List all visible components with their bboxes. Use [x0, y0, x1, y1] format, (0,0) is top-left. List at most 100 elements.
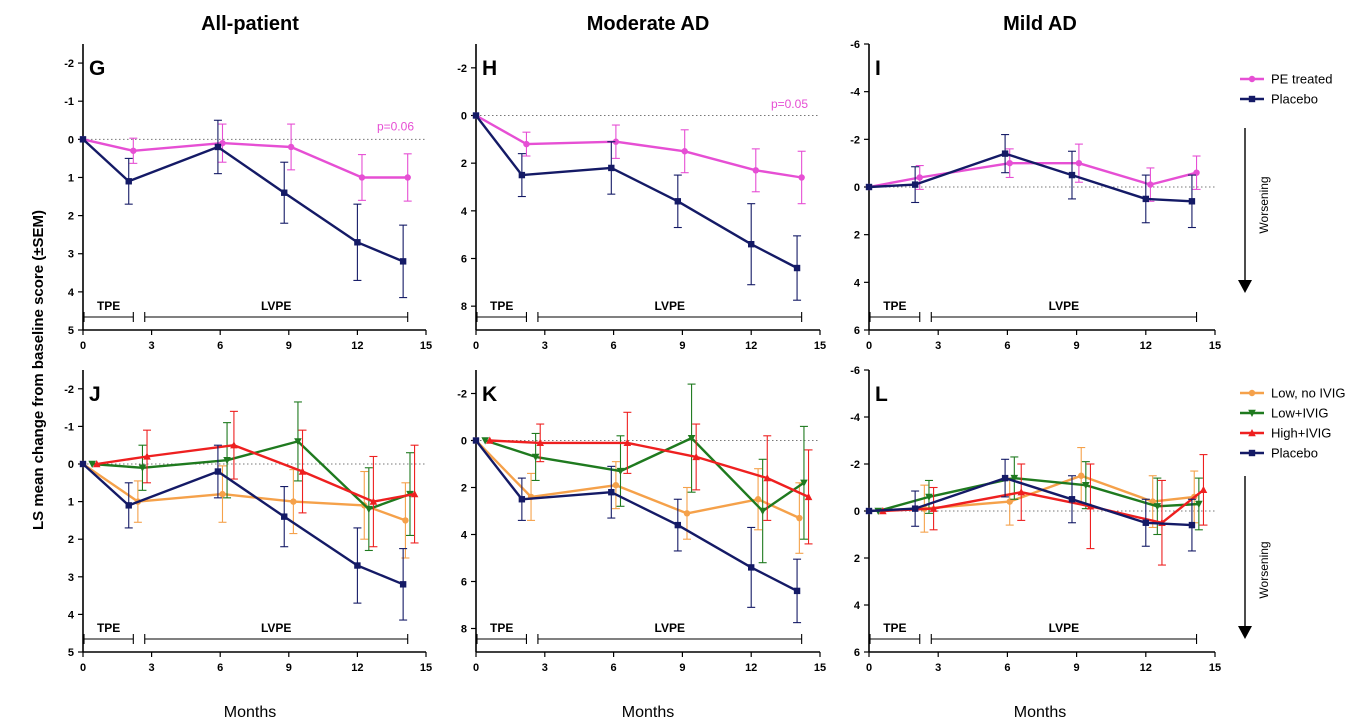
series-line [82, 463, 404, 586]
data-point [796, 514, 803, 522]
y-tick-label: -2 [64, 58, 74, 70]
y-tick-label: -2 [64, 384, 74, 396]
y-tick-label: 1 [68, 172, 74, 184]
data-point [681, 148, 688, 155]
panel-k: 8 6 4 2 0 -2 0 3 6 9 12 15 K TPE LVPE [457, 370, 826, 674]
legend-item: PE treated [1240, 72, 1332, 87]
data-point [138, 464, 147, 472]
data-point [748, 564, 755, 571]
data-point [754, 496, 762, 503]
data-point [674, 521, 682, 529]
x-tick-label: 0 [866, 340, 872, 352]
x-tick-label: 6 [217, 662, 223, 674]
legend-item: Low+IVIG [1240, 406, 1328, 421]
tpe-label: TPE [490, 621, 513, 635]
x-tick-label: 12 [351, 340, 363, 352]
x-axis-label-col2: Months [622, 704, 674, 721]
data-point [294, 438, 302, 446]
data-point [298, 467, 307, 475]
legend-item: Low, no IVIG [1240, 386, 1345, 401]
series-line [882, 488, 1205, 524]
y-tick-label: 4 [854, 277, 861, 289]
series-placebo [472, 112, 802, 301]
x-tick-label: 15 [420, 340, 432, 352]
y-tick-label: 4 [854, 600, 861, 612]
x-tick-label: 9 [679, 340, 685, 352]
x-tick-label: 6 [611, 340, 617, 352]
data-point [929, 504, 938, 512]
y-tick-label: 4 [461, 530, 468, 542]
x-tick-label: 0 [473, 662, 479, 674]
y-tick-label: -1 [64, 421, 74, 433]
legend-label: PE treated [1271, 72, 1332, 87]
data-point [798, 174, 805, 181]
data-point [518, 171, 526, 179]
legend-item: Placebo [1240, 446, 1318, 461]
data-point [1006, 498, 1013, 505]
series-line [92, 440, 411, 511]
data-point [1195, 500, 1203, 508]
data-point [1188, 521, 1196, 529]
data-point [1068, 496, 1076, 503]
y-tick-label: 2 [854, 553, 860, 565]
x-tick-label: 3 [935, 340, 941, 352]
column-title-all-patient: All-patient [201, 13, 299, 35]
lvpe-label: LVPE [261, 299, 291, 313]
x-tick-label: 3 [935, 662, 941, 674]
data-point [92, 460, 101, 468]
p-value-annotation: p=0.06 [377, 120, 414, 134]
data-point [925, 493, 933, 501]
worsening-indicator-bottom: Worsening [1238, 476, 1271, 639]
y-tick-label: 1 [68, 497, 74, 509]
data-point [865, 183, 873, 191]
series-line [877, 476, 1199, 513]
series-placebo [79, 444, 408, 621]
series-line [82, 463, 406, 522]
data-point [687, 434, 696, 443]
legend-swatch-marker [1248, 75, 1256, 83]
data-point [518, 496, 526, 503]
data-point [800, 479, 808, 487]
x-tick-label: 9 [1074, 340, 1080, 352]
tpe-label: TPE [883, 299, 906, 313]
series-line [82, 138, 408, 179]
legend-swatch-marker [1248, 95, 1256, 103]
x-tick-label: 9 [679, 662, 685, 674]
y-tick-label: 2 [854, 230, 860, 242]
series-line [484, 436, 805, 513]
data-point [1193, 169, 1200, 176]
data-point [683, 510, 691, 517]
data-point [911, 181, 919, 188]
x-tick-label: 0 [80, 340, 86, 352]
x-tick-label: 6 [1004, 340, 1010, 352]
data-point [230, 441, 238, 449]
data-point [485, 436, 494, 444]
panel-letter: H [482, 57, 497, 80]
y-tick-label: -6 [850, 365, 860, 377]
data-point [365, 505, 373, 514]
y-tick-label: 4 [68, 287, 75, 299]
data-point [674, 198, 682, 205]
data-point [358, 174, 366, 181]
data-point [804, 492, 813, 501]
tpe-label: TPE [490, 299, 513, 313]
legend-label: Placebo [1271, 446, 1318, 461]
x-tick-label: 15 [1209, 662, 1221, 674]
data-point [752, 167, 759, 174]
y-tick-label: 0 [461, 436, 467, 448]
x-tick-label: 9 [1074, 662, 1080, 674]
data-point [410, 490, 419, 498]
legend-swatch-marker [1248, 449, 1256, 457]
x-tick-label: 6 [217, 340, 223, 352]
data-point [623, 438, 632, 447]
legend-bottom: Low, no IVIG Low+IVIG High+IVIG Placebo [1240, 386, 1345, 461]
panel-letter: G [89, 57, 105, 80]
data-point [793, 587, 801, 595]
legend-swatch-marker [1248, 429, 1256, 437]
data-point [1001, 474, 1009, 482]
x-tick-label: 15 [1209, 340, 1221, 352]
data-point [608, 164, 615, 172]
data-point [281, 189, 288, 196]
data-point [125, 502, 132, 509]
